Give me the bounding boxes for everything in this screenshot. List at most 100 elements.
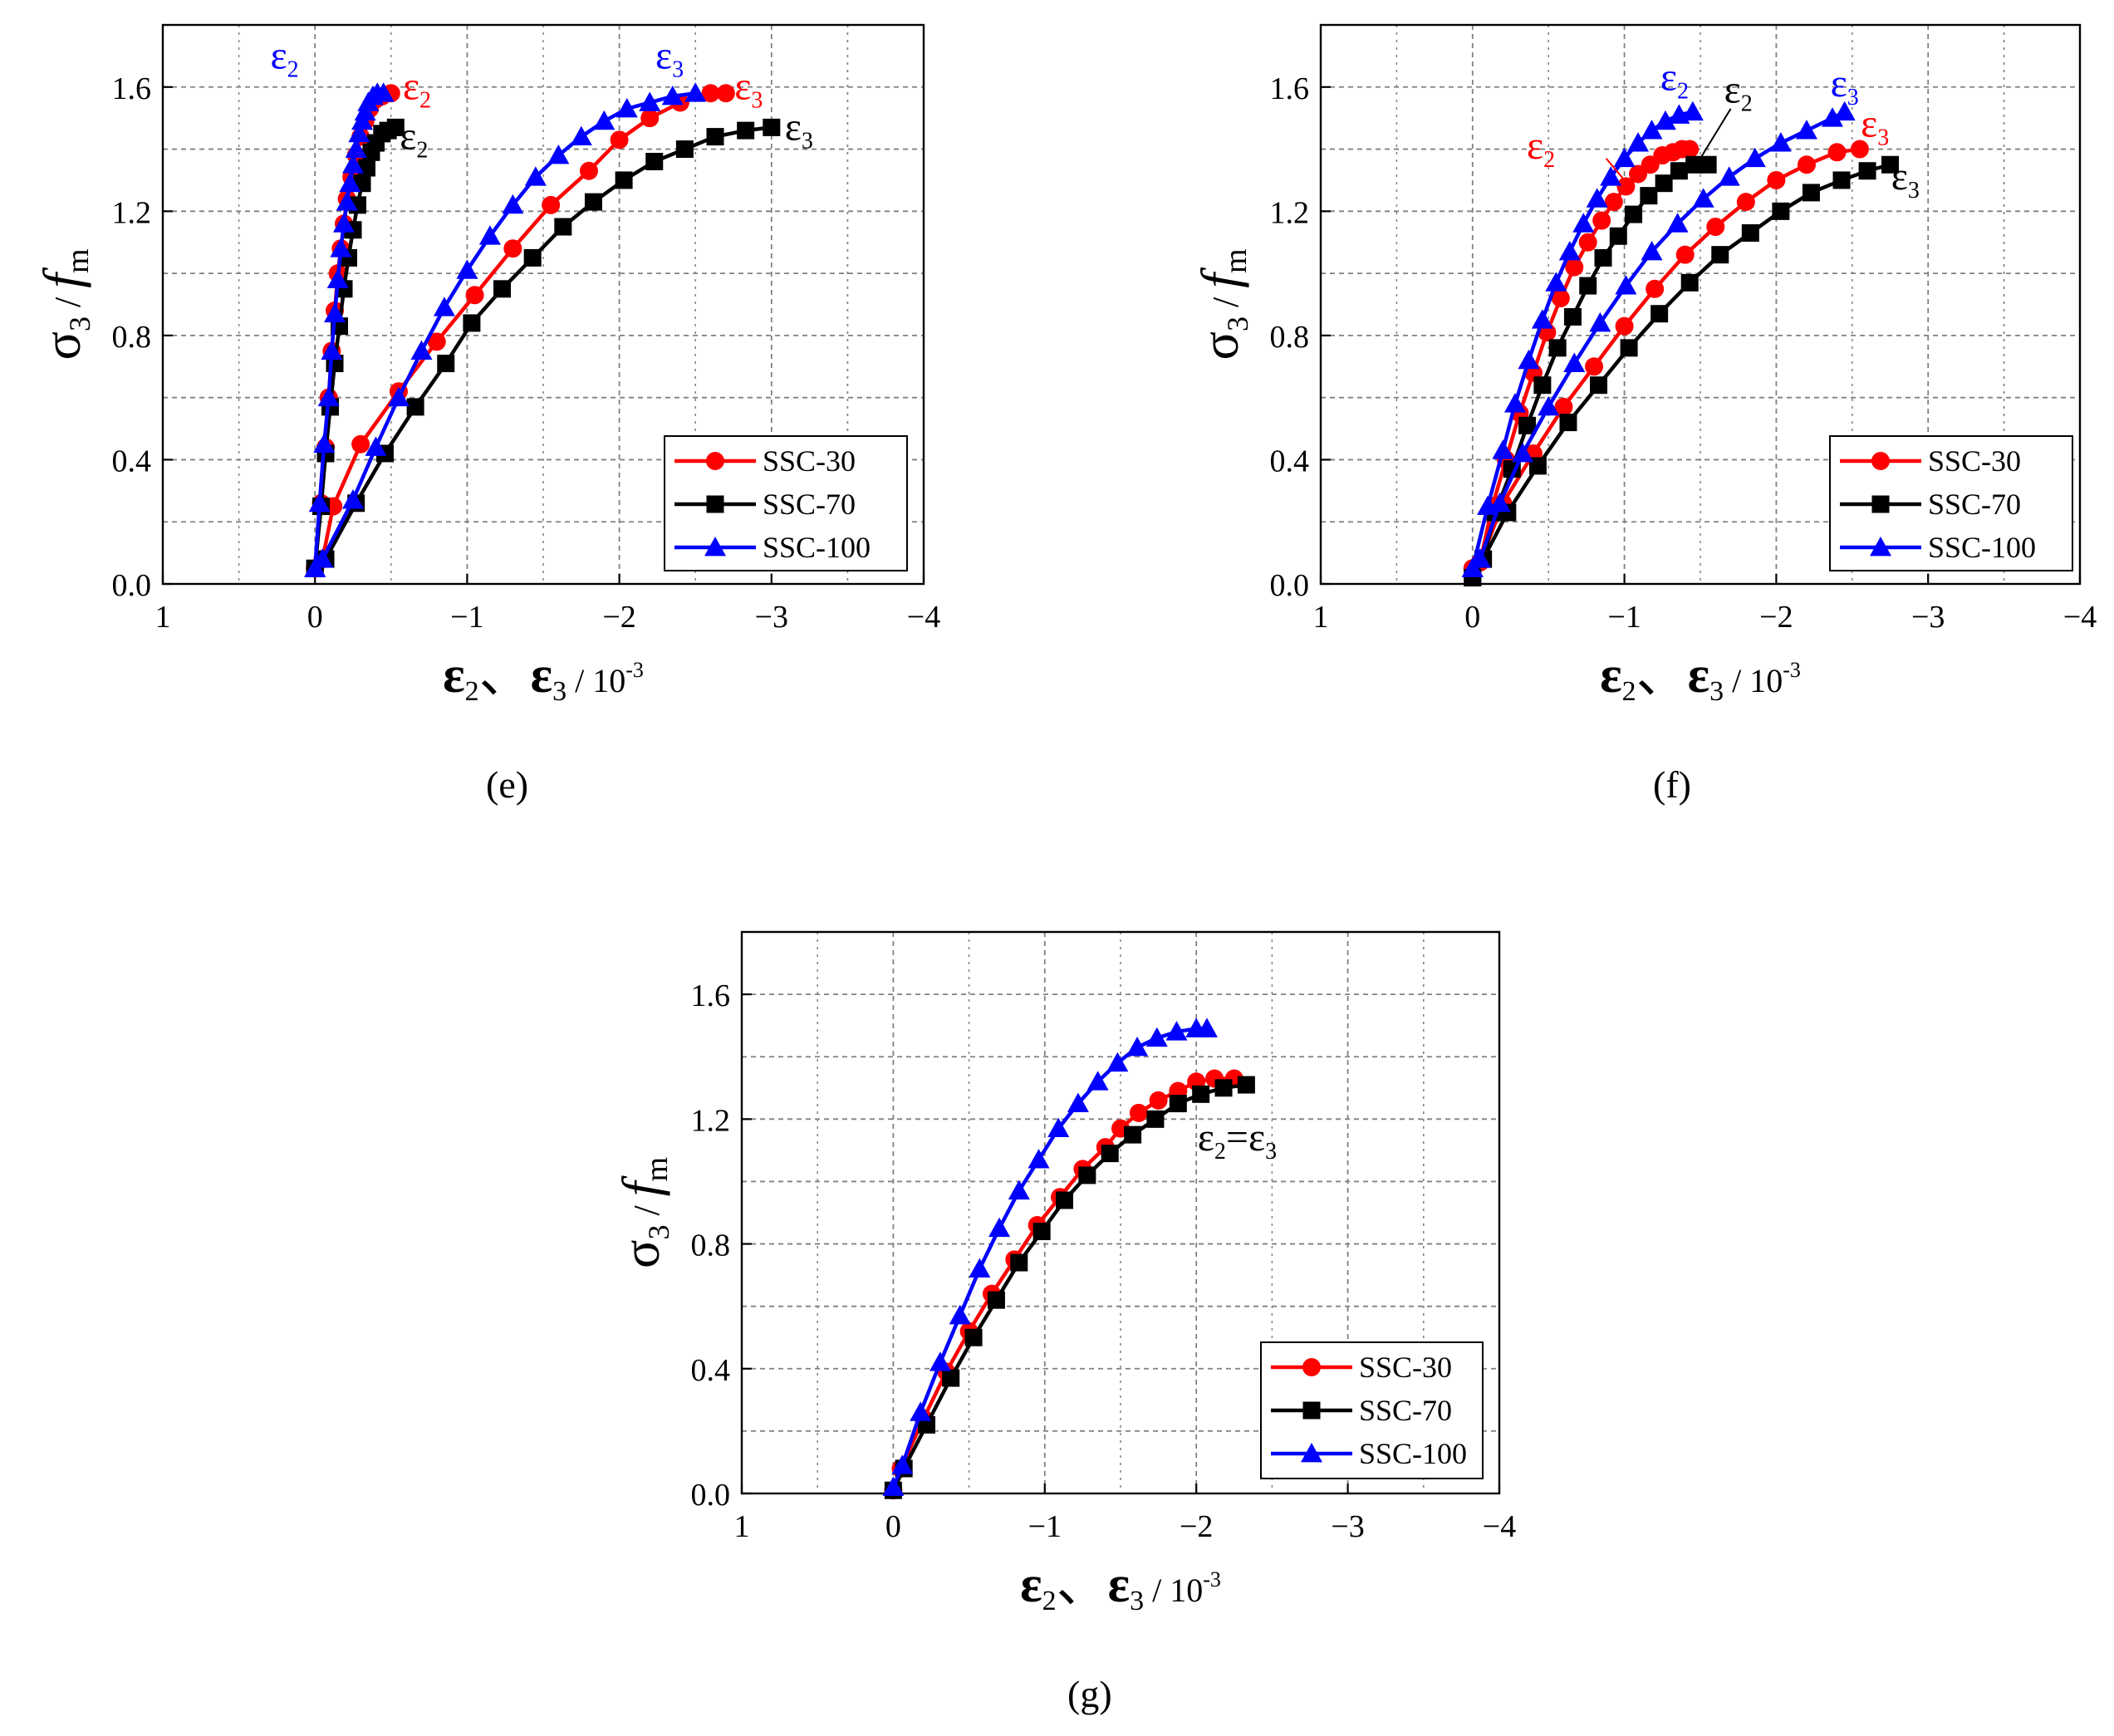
data-point-SSC-100 xyxy=(456,259,478,279)
data-point-SSC-100 xyxy=(1613,147,1636,168)
strain-annotation: ε2 xyxy=(1527,124,1555,173)
y-tick-label: 0.4 xyxy=(112,444,152,478)
data-point-SSC-30 xyxy=(1578,233,1597,252)
series-line-SSC-30 xyxy=(891,1076,1234,1491)
data-point-SSC-70 xyxy=(1620,339,1638,357)
legend-marker xyxy=(1871,452,1890,470)
data-point-SSC-70 xyxy=(1214,1079,1233,1097)
legend-item-SSC-70: SSC-70 xyxy=(1840,488,2021,521)
data-point-SSC-70 xyxy=(1594,248,1612,267)
x-tick-label: 0 xyxy=(307,600,323,635)
data-point-SSC-70 xyxy=(1528,457,1547,475)
y-axis-label: σ3 / fm xyxy=(1190,248,1254,360)
legend-marker xyxy=(1871,495,1890,513)
data-point-SSC-100 xyxy=(410,340,433,360)
data-point-SSC-100 xyxy=(1126,1036,1149,1057)
chart-0: 0.0 0.4 0.8 1.2 1.6 1 0 −1 −2 −3 −4 ε2、ε3 / 10-3 σ3 … xyxy=(32,23,940,707)
x-tick-label: −4 xyxy=(907,600,940,635)
data-point-SSC-100 xyxy=(478,225,501,245)
y-tick-label: 0.0 xyxy=(1270,568,1310,603)
data-point-SSC-100 xyxy=(1145,1027,1168,1047)
data-point-SSC-100 xyxy=(910,1401,932,1421)
data-point-SSC-70 xyxy=(463,314,481,332)
legend-label: SSC-100 xyxy=(1359,1437,1467,1470)
data-point-SSC-70 xyxy=(493,280,512,298)
x-tick-label: −3 xyxy=(1331,1509,1364,1544)
data-point-SSC-70 xyxy=(645,153,664,171)
data-point-SSC-70 xyxy=(1625,205,1643,223)
data-point-SSC-100 xyxy=(345,138,367,158)
data-point-SSC-30 xyxy=(427,332,446,351)
data-point-SSC-30 xyxy=(1646,279,1665,298)
data-point-SSC-70 xyxy=(437,355,455,373)
data-point-SSC-100 xyxy=(372,82,395,102)
data-point-SSC-70 xyxy=(964,1328,983,1346)
y-axis-label: σ3 / fm xyxy=(611,1157,675,1268)
data-point-SSC-100 xyxy=(1833,101,1856,121)
legend-item-SSC-30: SSC-30 xyxy=(1271,1351,1452,1384)
data-point-SSC-100 xyxy=(1489,492,1511,512)
data-point-SSC-70 xyxy=(1169,1095,1187,1113)
data-point-SSC-30 xyxy=(640,109,660,128)
y-tick-label: 1.2 xyxy=(1270,195,1310,230)
data-point-SSC-30 xyxy=(1797,155,1816,174)
data-point-SSC-100 xyxy=(1563,352,1586,372)
data-point-SSC-30 xyxy=(542,195,561,214)
legend-label: SSC-100 xyxy=(763,531,871,564)
data-point-SSC-100 xyxy=(684,82,707,102)
data-point-SSC-100 xyxy=(387,386,410,407)
x-tick-label: 1 xyxy=(1313,600,1329,635)
data-point-SSC-70 xyxy=(1858,162,1876,180)
data-point-SSC-100 xyxy=(1654,110,1676,130)
caption-g: (g) xyxy=(1067,1673,1112,1715)
data-point-SSC-70 xyxy=(1699,155,1717,174)
data-point-SSC-100 xyxy=(321,340,343,360)
legend-marker xyxy=(1302,1358,1321,1376)
data-point-SSC-100 xyxy=(547,145,570,164)
annotation-arrow xyxy=(1700,108,1732,159)
legend-label: SSC-30 xyxy=(1928,444,2021,478)
legend-item-SSC-30: SSC-30 xyxy=(1840,444,2021,478)
x-tick-label: 0 xyxy=(1464,600,1480,635)
series-SSC-100 xyxy=(882,1018,1218,1496)
x-axis-label: ε2、ε3 / 10-3 xyxy=(1600,647,1801,707)
legend-marker xyxy=(1301,1443,1322,1463)
x-tick-label: −4 xyxy=(1483,1509,1516,1544)
data-point-SSC-30 xyxy=(1565,257,1584,277)
y-tick-label: 1.6 xyxy=(691,978,731,1013)
data-point-SSC-70 xyxy=(1680,273,1699,292)
data-point-SSC-100 xyxy=(1531,309,1553,329)
caption-f: (f) xyxy=(1653,763,1691,806)
data-point-SSC-100 xyxy=(339,172,361,193)
data-point-SSC-100 xyxy=(1028,1149,1050,1169)
data-point-SSC-70 xyxy=(386,118,405,136)
x-tick-label: −1 xyxy=(1607,600,1641,635)
data-point-SSC-100 xyxy=(639,91,661,111)
data-point-SSC-100 xyxy=(1086,1071,1109,1091)
data-point-SSC-30 xyxy=(1129,1103,1148,1122)
plot-frame xyxy=(161,23,925,586)
data-point-SSC-100 xyxy=(570,125,592,145)
data-point-SSC-30 xyxy=(503,239,522,258)
series-SSC-100 xyxy=(1461,101,1856,577)
plot-frame xyxy=(1319,23,2082,586)
chart-2: 0.0 0.4 0.8 1.2 1.6 1 0 −1 −2 −3 −4 ε2、ε3 / 10-3 σ3 … xyxy=(611,930,1516,1616)
data-point-SSC-30 xyxy=(716,84,735,103)
data-point-SSC-100 xyxy=(616,97,638,118)
series-SSC-100 xyxy=(304,82,707,577)
data-point-SSC-100 xyxy=(969,1258,991,1277)
strain-annotation: ε3 xyxy=(655,33,684,82)
strain-annotation: ε2 xyxy=(1660,56,1689,105)
data-point-SSC-100 xyxy=(1538,395,1560,416)
x-tick-label: −2 xyxy=(1759,600,1793,635)
data-point-SSC-100 xyxy=(1586,188,1608,208)
data-point-SSC-30 xyxy=(610,130,629,150)
data-point-SSC-100 xyxy=(1615,275,1637,295)
y-tick-label: 0.8 xyxy=(112,320,152,355)
data-point-SSC-70 xyxy=(523,248,542,267)
strain-annotation: ε2 xyxy=(270,33,298,82)
legend-marker xyxy=(706,452,724,470)
x-tick-label: −1 xyxy=(1028,1509,1062,1544)
legend: SSC-30 SSC-70 SSC-100 xyxy=(1829,435,2073,571)
data-point-SSC-70 xyxy=(1146,1110,1165,1128)
